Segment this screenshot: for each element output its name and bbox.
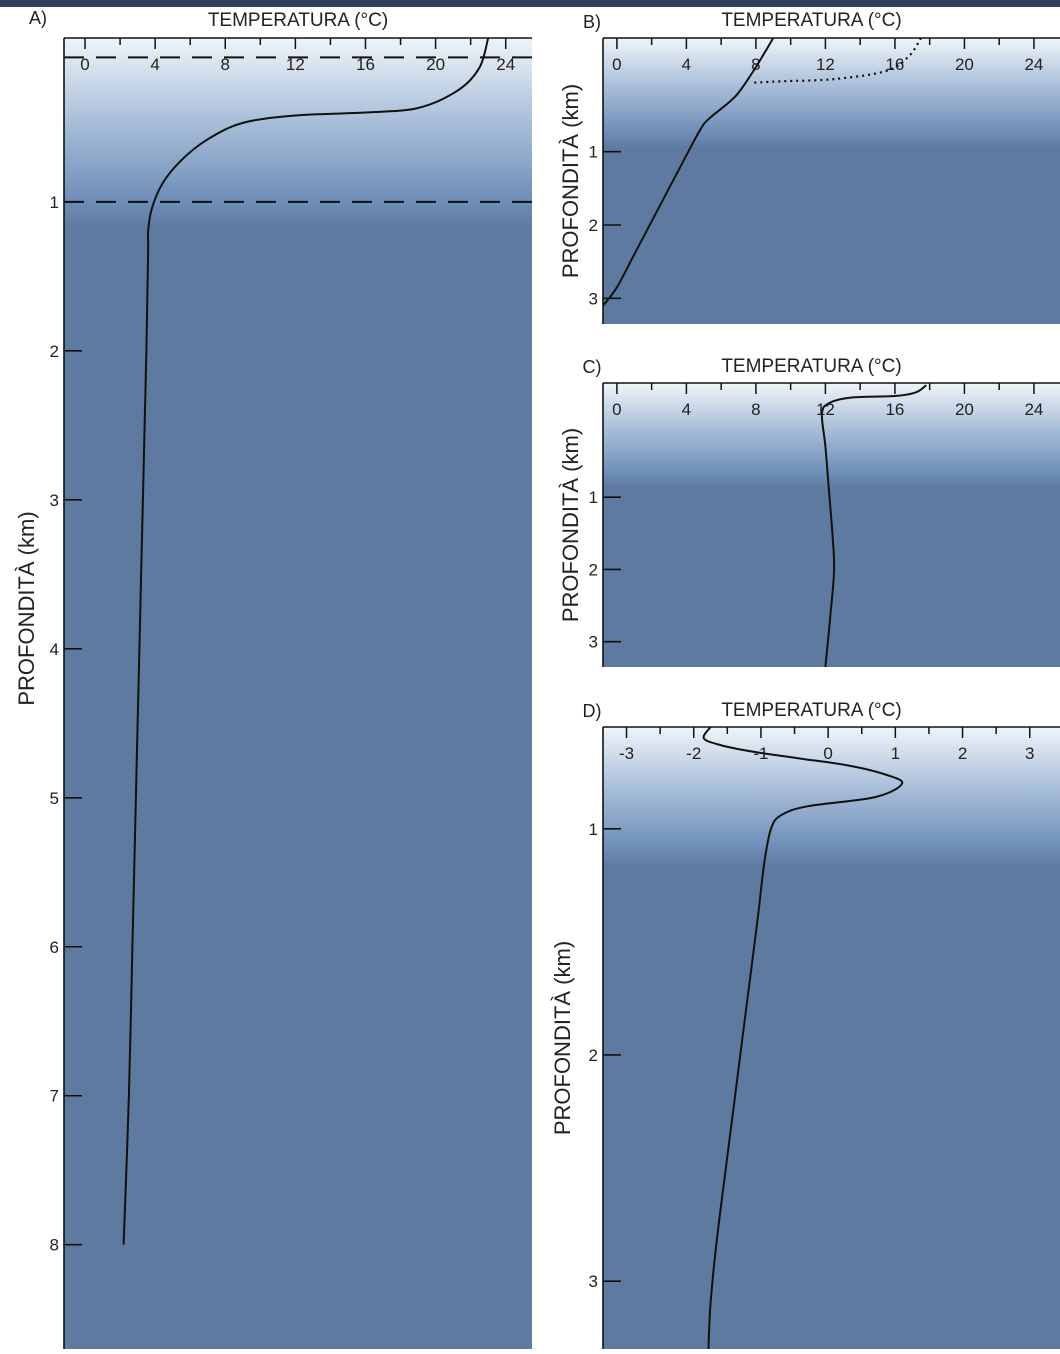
- temperature-curve-dotted: [752, 38, 922, 84]
- x-tick-label: 16: [885, 55, 904, 74]
- x-axis-title: TEMPERATURA (°C): [721, 356, 901, 377]
- y-tick-label: 3: [589, 1272, 598, 1291]
- x-tick-label: 16: [356, 55, 375, 74]
- x-tick-label: 20: [955, 400, 974, 419]
- panel-background: [64, 38, 532, 1349]
- x-tick-label: 12: [816, 400, 835, 419]
- y-axis-title: PROFONDITÀ (km): [558, 428, 583, 622]
- x-tick-label: 8: [221, 55, 230, 74]
- y-tick-label: 1: [50, 193, 59, 212]
- y-tick-label: 4: [50, 640, 59, 659]
- y-axis-title: PROFONDITÀ (km): [14, 511, 39, 705]
- x-tick-label: 8: [751, 55, 760, 74]
- x-tick-label: 16: [885, 400, 904, 419]
- panel-label: B): [583, 12, 601, 32]
- panel-surface-gradient: [603, 38, 1060, 148]
- x-tick-label: 1: [891, 744, 900, 763]
- x-tick-label: 2: [958, 744, 967, 763]
- y-axis-title: PROFONDITÀ (km): [558, 84, 583, 278]
- panel-surface-gradient: [64, 38, 532, 228]
- panel-surface-gradient: [603, 727, 1060, 867]
- y-tick-label: 2: [589, 560, 598, 579]
- y-tick-label: 1: [589, 488, 598, 507]
- x-tick-label: 24: [1024, 55, 1043, 74]
- x-tick-label: 4: [150, 55, 159, 74]
- y-tick-label: 3: [589, 633, 598, 652]
- x-tick-label: -3: [619, 744, 634, 763]
- x-tick-label: 3: [1025, 744, 1034, 763]
- x-tick-label: 4: [682, 55, 691, 74]
- x-tick-label: -2: [686, 744, 701, 763]
- x-tick-label: 24: [1024, 400, 1043, 419]
- x-tick-label: 12: [286, 55, 305, 74]
- y-tick-label: 5: [50, 789, 59, 808]
- x-tick-label: 20: [955, 55, 974, 74]
- panel-label: D): [583, 701, 602, 721]
- x-tick-label: 0: [612, 55, 621, 74]
- panel-surface-gradient: [603, 383, 1060, 488]
- temperature-curve: [603, 38, 775, 307]
- y-tick-label: 3: [589, 289, 598, 308]
- y-tick-label: 8: [50, 1236, 59, 1255]
- x-axis-title: TEMPERATURA (°C): [721, 10, 901, 31]
- y-axis-title: PROFONDITÀ (km): [550, 941, 575, 1135]
- y-tick-label: 2: [589, 216, 598, 235]
- x-tick-label: 8: [751, 400, 760, 419]
- x-axis-title: TEMPERATURA (°C): [721, 700, 901, 721]
- y-tick-label: 2: [50, 342, 59, 361]
- y-tick-label: 6: [50, 938, 59, 957]
- y-tick-label: 2: [589, 1046, 598, 1065]
- temperature-curve: [820, 384, 927, 667]
- x-tick-label: 0: [612, 400, 621, 419]
- panel-label: A): [29, 8, 47, 28]
- temperature-curve: [122, 38, 490, 1245]
- y-tick-label: 1: [589, 143, 598, 162]
- top-border-bar: [0, 0, 1060, 7]
- panel-label: C): [583, 357, 602, 377]
- x-tick-label: 0: [823, 744, 832, 763]
- x-tick-label: 12: [816, 55, 835, 74]
- y-tick-label: 1: [589, 820, 598, 839]
- temperature-curve: [702, 727, 904, 1349]
- y-tick-label: 3: [50, 491, 59, 510]
- x-tick-label: 20: [426, 55, 445, 74]
- x-axis-title: TEMPERATURA (°C): [208, 10, 388, 31]
- x-tick-label: 0: [80, 55, 89, 74]
- y-tick-label: 7: [50, 1087, 59, 1106]
- x-tick-label: 24: [496, 55, 515, 74]
- x-tick-label: 4: [682, 400, 691, 419]
